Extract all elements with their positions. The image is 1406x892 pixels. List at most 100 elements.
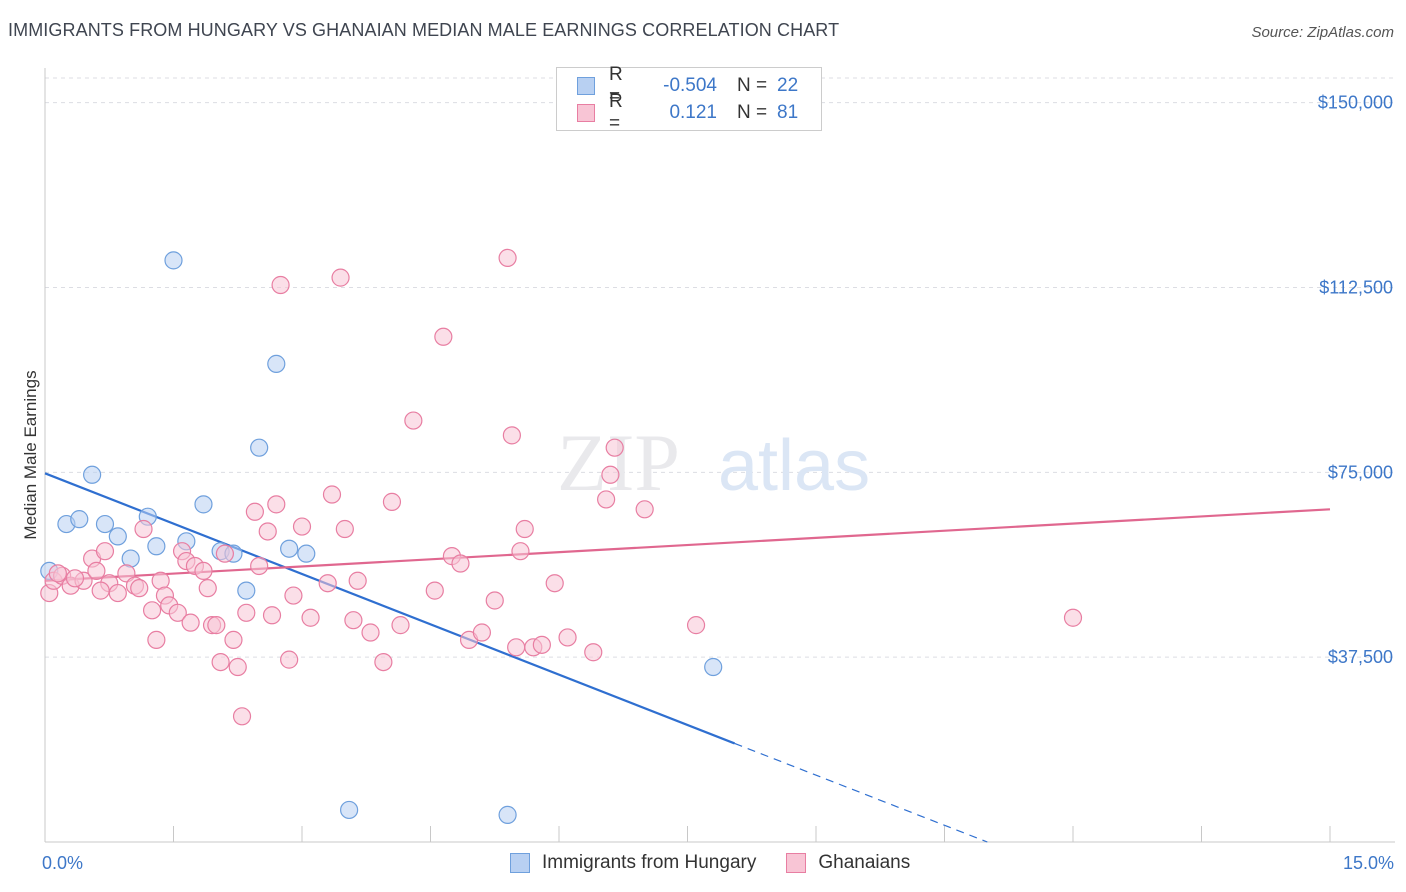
ghanaians-point [635, 500, 654, 519]
ghanaians-point [250, 556, 269, 576]
ghanaians-point [237, 603, 256, 622]
ghanaians-point [280, 650, 299, 669]
legend-n-value: 81 [777, 102, 799, 123]
hungary-point [237, 581, 256, 600]
hungary-point [297, 544, 316, 563]
series-label-ghanaians: Ghanaians [818, 852, 911, 873]
x-tick-label-min: 0.0% [42, 853, 83, 873]
ghanaians-point [335, 519, 354, 539]
watermark: ZIP atlas [557, 417, 870, 508]
ghanaians-point [91, 581, 110, 600]
hungary-point [70, 510, 89, 529]
y-tick-label: $37,500 [1328, 647, 1393, 667]
label-layer: $37,500 $75,000 $112,500 $150,000 0.0% 15.0% M… [21, 93, 1394, 873]
ghanaians-point [686, 616, 706, 635]
ghanaians-point [142, 601, 162, 620]
y-tick-label: $150,000 [1318, 93, 1393, 113]
legend-n-value: 22 [777, 75, 799, 96]
ghanaians-point [168, 603, 187, 622]
ghanaians-point [472, 623, 491, 642]
hungary-point [83, 465, 102, 484]
hungary-point [704, 657, 723, 677]
ghanaians-point [215, 544, 234, 563]
y-tick-label: $112,500 [1319, 277, 1393, 297]
ghanaians-point [601, 465, 620, 484]
watermark-atlas: atlas [718, 426, 870, 506]
axis-layer [44, 68, 1395, 843]
ghanaians-point [434, 327, 453, 346]
ghanaians-point [485, 591, 504, 610]
legend: R = -0.504 N = 22 R = 0.121 N = 81 [556, 64, 822, 134]
ghanaians-point [134, 519, 153, 539]
ghanaians-point [391, 616, 410, 635]
ghanaians-point [1063, 608, 1083, 627]
ghanaians-point [348, 571, 367, 590]
ghanaians-point [361, 623, 380, 642]
ghanaians-point [95, 542, 115, 561]
ghanaians-point [374, 652, 393, 672]
ghanaians-point [117, 564, 136, 583]
ghanaians-point [502, 426, 521, 445]
ghanaians-point [451, 554, 470, 573]
ghanaians-point [507, 638, 526, 657]
legend-r-value: -0.504 [663, 75, 717, 96]
hungary-trendline-extension [734, 742, 988, 843]
series-legend: Immigrants from Hungary Ghanaians [510, 852, 940, 874]
legend-swatch-ghanaians [577, 104, 595, 122]
y-axis-label: Median Male Earnings [21, 370, 40, 539]
hungary-point [95, 514, 115, 534]
legend-r-value: 0.121 [669, 102, 717, 123]
legend-r-label: R = [609, 91, 623, 134]
ghanaians-point [258, 522, 277, 541]
ghanaians-point [425, 581, 444, 600]
ghanaians-point [211, 652, 230, 672]
legend-n-label: N = [737, 75, 768, 96]
ghanaians-point [515, 519, 534, 539]
y-tick-label: $75,000 [1328, 462, 1393, 482]
legend-row-hungary: R = -0.504 N = 22 [577, 64, 799, 107]
hungary-point [280, 539, 299, 558]
ghanaians-point [130, 579, 149, 598]
series-swatch-ghanaians [786, 853, 807, 873]
legend-row-ghanaians: R = 0.121 N = 81 [577, 91, 799, 134]
ghanaians-point [87, 561, 106, 581]
hungary-point [498, 805, 517, 824]
ghanaians-point [292, 517, 312, 536]
hungary-point [108, 527, 127, 546]
hungary-point [147, 537, 166, 556]
ghanaians-point [558, 628, 577, 647]
ghanaians-point [532, 635, 551, 654]
ghanaians-point [207, 616, 226, 635]
ghanaians-point [584, 643, 603, 662]
chart-title: IMMIGRANTS FROM HUNGARY VS GHANAIAN MEDI… [8, 20, 840, 40]
series-swatch-hungary [510, 853, 530, 873]
ghanaians-point [331, 268, 350, 287]
hungary-point [164, 251, 183, 270]
ghanaians-point [48, 564, 67, 583]
ghanaians-point [245, 502, 264, 521]
ghanaians-point [382, 492, 402, 511]
hungary-point [340, 800, 359, 820]
legend-n-label: N = [737, 102, 768, 123]
ghanaians-point [181, 613, 200, 632]
ghanaians-trendline [44, 508, 1331, 582]
ghanaians-point [108, 583, 127, 603]
ghanaians-point [344, 611, 363, 630]
ghanaians-point [224, 630, 243, 650]
x-tick-label-max: 15.0% [1343, 853, 1394, 873]
ghanaians-point [147, 630, 166, 650]
ghanaians-point [511, 542, 530, 561]
legend-r-label: R = [609, 64, 623, 107]
ghanaians-point [271, 275, 290, 295]
hungary-point [194, 495, 213, 514]
ghanaians-point [605, 438, 624, 457]
ghanaians-point [301, 608, 320, 627]
hungary-trendline [44, 472, 736, 745]
ghanaians-point [65, 569, 85, 588]
ghanaians-point [545, 574, 564, 593]
hungary-point [250, 438, 269, 457]
legend-swatch-hungary [577, 77, 595, 95]
ghanaians-point [597, 490, 616, 509]
hungary-point [267, 354, 286, 373]
